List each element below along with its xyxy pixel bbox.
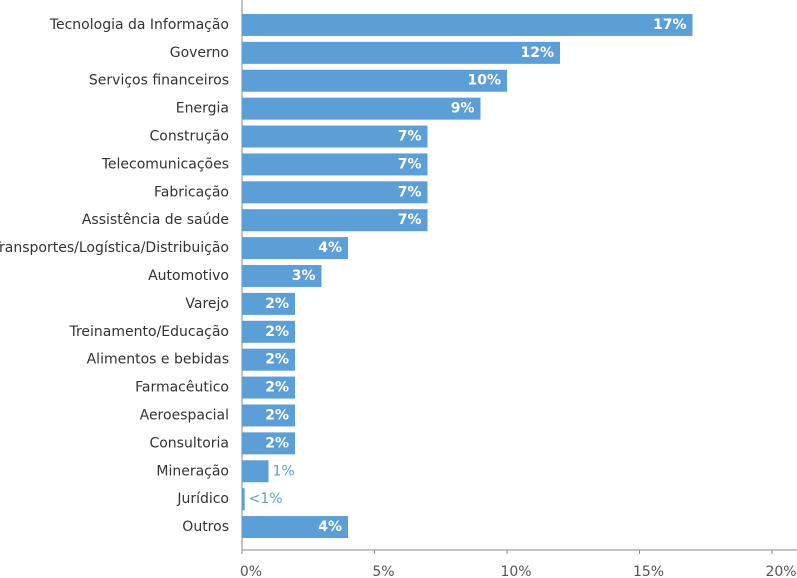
y-tick-label: Varejo	[185, 296, 229, 312]
value-label: 1%	[273, 463, 295, 479]
y-tick-label: Outros	[182, 519, 229, 535]
bar	[242, 69, 507, 92]
y-tick-label: Treinamento/Educação	[68, 324, 229, 340]
value-label: 2%	[265, 380, 289, 396]
y-tick-label: Jurídico	[176, 491, 229, 507]
bar	[242, 320, 295, 343]
y-tick-label: Transportes/Logística/Distribuição	[0, 240, 229, 256]
bar	[242, 181, 428, 204]
y-tick-label: Alimentos e bebidas	[87, 352, 229, 368]
bar	[242, 97, 481, 120]
bar	[242, 209, 428, 232]
x-tick-label: 5%	[372, 564, 394, 578]
bar	[242, 265, 322, 287]
bar	[242, 292, 295, 315]
value-label: 4%	[318, 240, 342, 256]
y-tick-label: Construção	[150, 129, 229, 145]
bar	[242, 153, 428, 176]
bar	[242, 13, 693, 36]
y-tick-label: Automotivo	[148, 268, 229, 284]
bar	[242, 41, 560, 64]
y-tick-label: Tecnologia da Informação	[49, 17, 229, 33]
y-tick-label: Energia	[176, 101, 229, 117]
y-tick-label: Assistência de saúde	[82, 212, 229, 228]
y-tick-label: Consultoria	[149, 435, 229, 451]
bar	[242, 460, 269, 483]
y-tick-label: Fabricação	[154, 184, 229, 200]
bar	[242, 516, 348, 539]
value-label: 7%	[398, 156, 422, 172]
value-label: 2%	[265, 296, 289, 312]
value-label: 7%	[398, 184, 422, 200]
x-tick-label: 20%	[765, 564, 796, 578]
value-label: 9%	[451, 101, 475, 117]
bar	[242, 376, 295, 399]
bar	[242, 125, 428, 148]
y-tick-label: Aeroespacial	[140, 407, 229, 423]
x-tick-label: 0%	[240, 564, 262, 578]
value-label: 2%	[265, 407, 289, 423]
bar	[242, 488, 245, 511]
y-tick-label: Telecomunicações	[101, 156, 229, 172]
bar	[242, 404, 295, 427]
value-label: 7%	[398, 212, 422, 228]
y-tick-label: Mineração	[156, 463, 229, 479]
value-label: 2%	[265, 352, 289, 368]
value-label: 7%	[398, 129, 422, 145]
value-label: 2%	[265, 324, 289, 340]
value-label: 10%	[467, 73, 501, 89]
y-tick-label: Serviços financeiros	[89, 73, 229, 89]
x-tick-label: 10%	[500, 564, 531, 578]
bar	[242, 237, 348, 260]
value-label: 12%	[520, 45, 554, 61]
x-tick-label: 15%	[633, 564, 664, 578]
value-label: 17%	[653, 17, 687, 33]
value-label: <1%	[249, 491, 283, 507]
y-tick-label: Farmacêutico	[135, 380, 229, 396]
value-label: 3%	[292, 268, 316, 284]
y-tick-label: Governo	[170, 45, 229, 61]
value-label: 4%	[318, 519, 342, 535]
bar	[242, 432, 295, 455]
value-label: 2%	[265, 435, 289, 451]
bar	[242, 348, 295, 371]
